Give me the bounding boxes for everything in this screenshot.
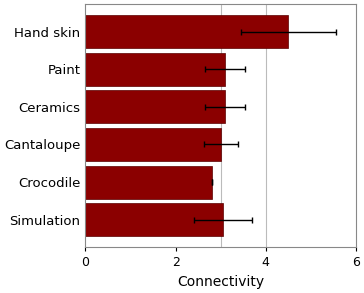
Bar (86, 128, 221, 161)
Bar (86, 53, 225, 86)
X-axis label: Connectivity: Connectivity (177, 275, 264, 289)
Bar (86, 15, 288, 48)
Bar (86, 203, 223, 236)
Bar (86, 166, 211, 199)
Bar (86, 90, 225, 123)
